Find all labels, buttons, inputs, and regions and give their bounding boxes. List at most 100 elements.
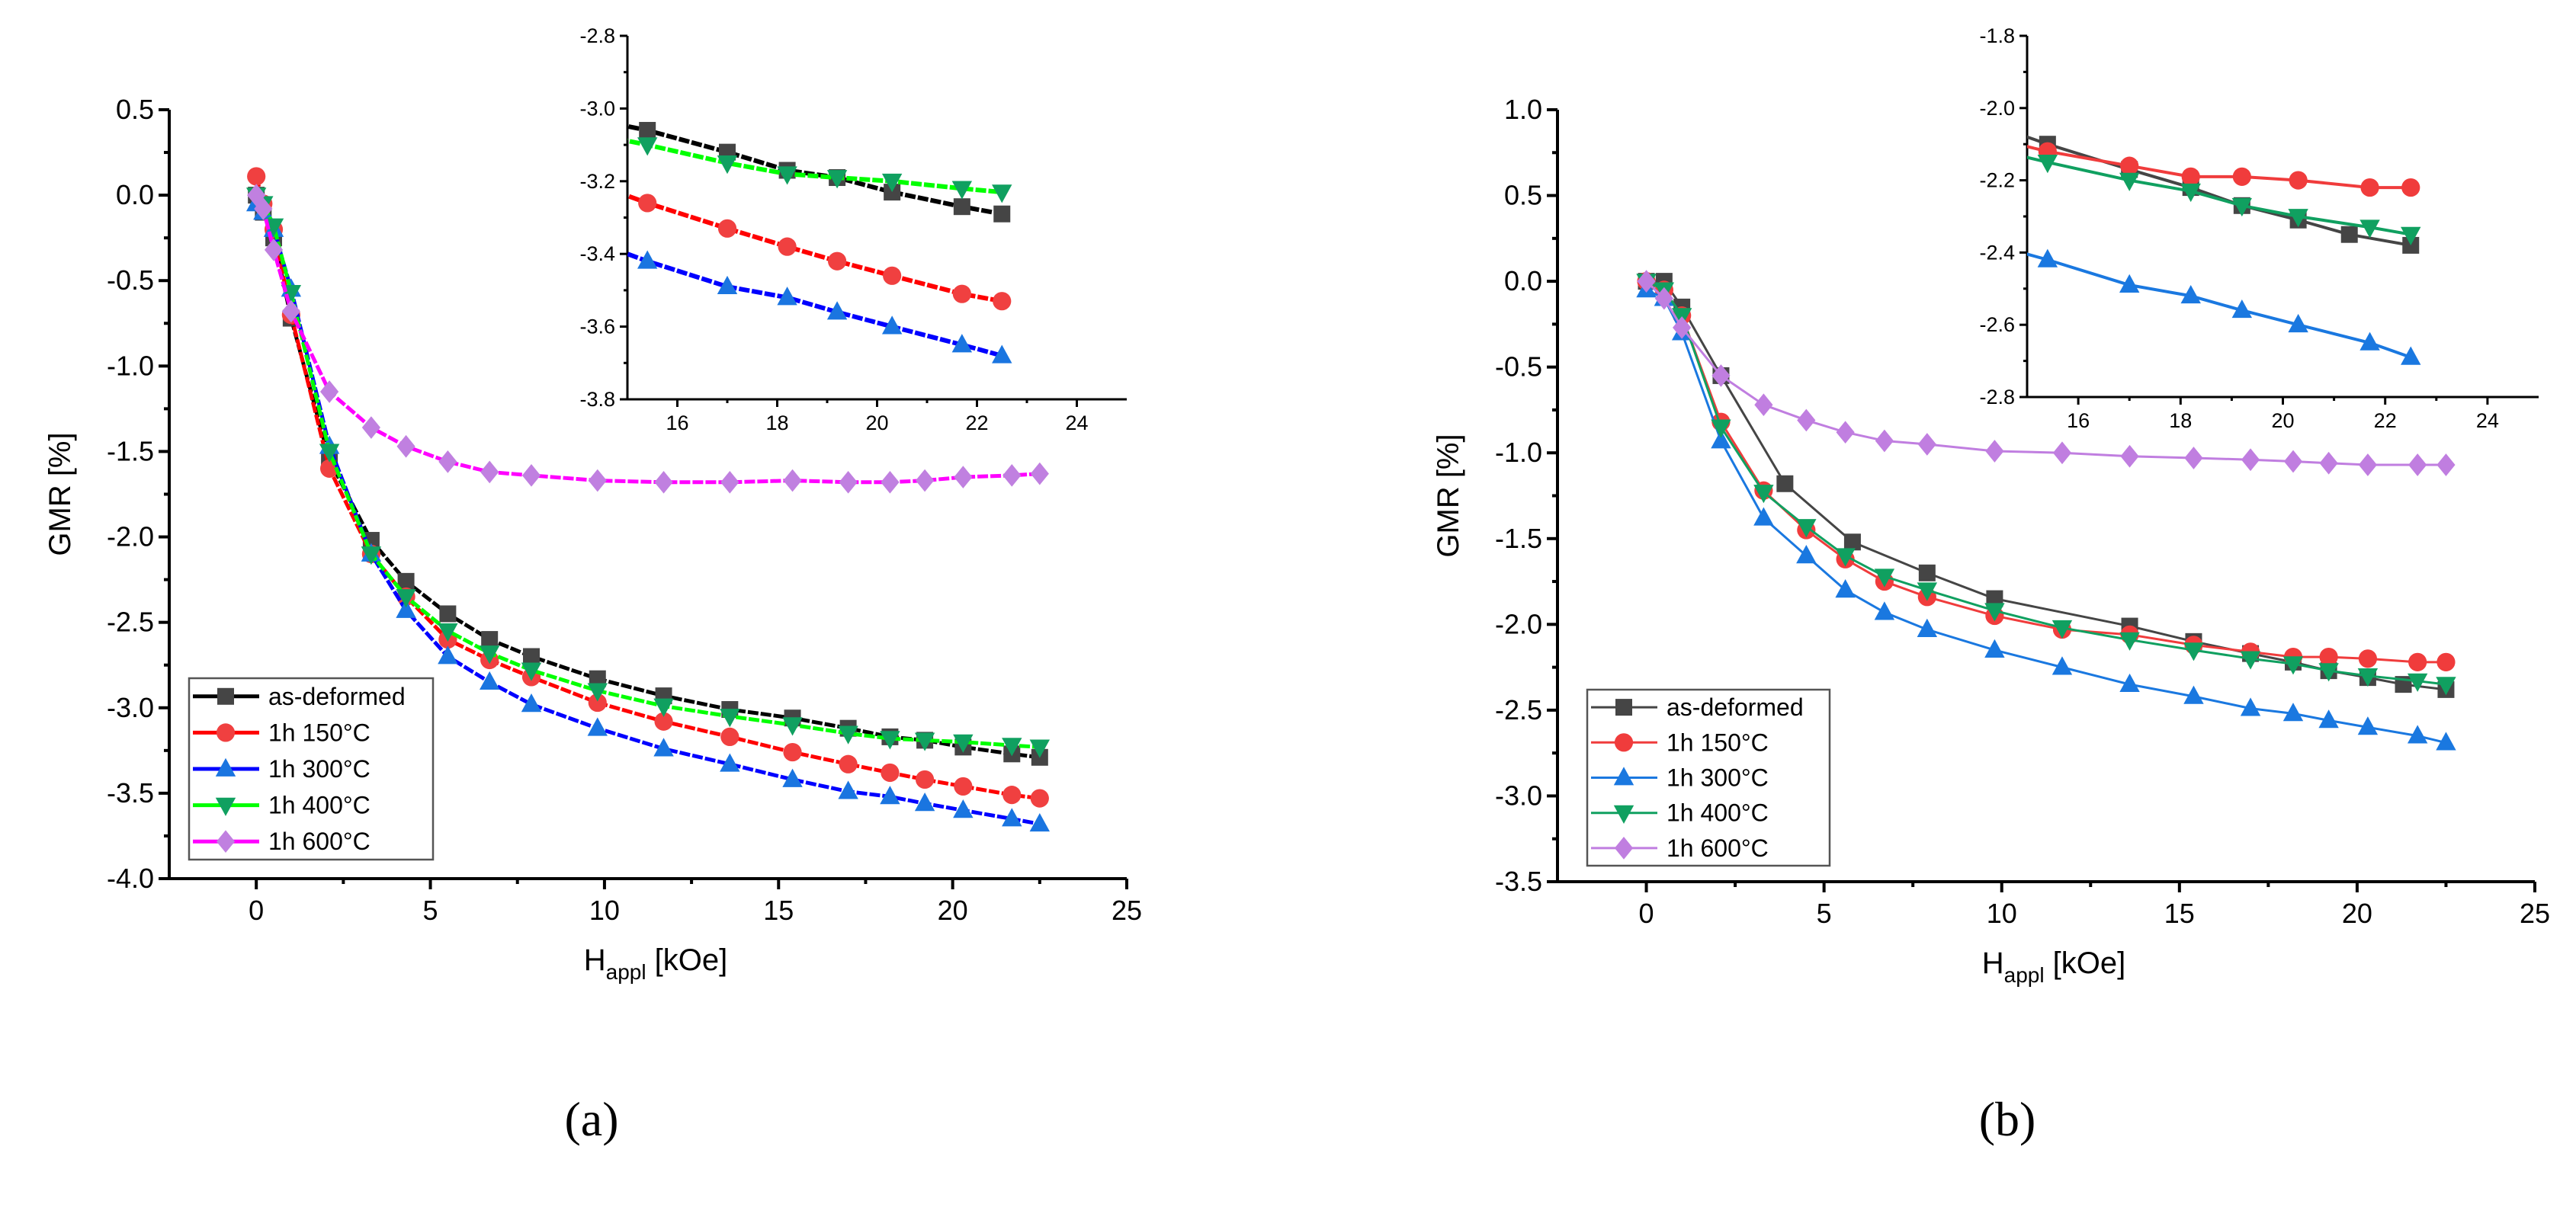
inset-y-tick-label: -2.0 — [1979, 97, 2015, 120]
legend-marker — [1613, 805, 1634, 824]
data-point — [2360, 178, 2379, 197]
data-point — [2052, 441, 2072, 465]
data-point — [2401, 226, 2421, 245]
series-1h-400-c — [547, 119, 1012, 203]
panel-label: (a) — [564, 1092, 618, 1146]
data-point — [914, 732, 935, 751]
data-point — [880, 731, 900, 750]
data-point — [1656, 0, 1673, 8]
legend-label: 1h 150°C — [1667, 729, 1769, 756]
data-point — [839, 754, 858, 773]
data-point — [1984, 639, 2005, 658]
data-point — [547, 119, 567, 137]
series-line — [255, 202, 1041, 826]
main-x-tick-label: 5 — [423, 895, 438, 926]
data-point — [2037, 248, 2058, 267]
chart-a: 0 5 10 15 20 25 0.5 0.0 -0.5 -1.0 -1.5 -2.0 -2.5 -3.0… — [43, 0, 1142, 1146]
data-point — [2119, 673, 2140, 693]
main-y-tick-label: 0.0 — [1504, 265, 1542, 296]
inset: 16 18 20 22 24 -1.8 -2.0 -2.2 -2.4 -2.6 -2.8 — [1536, 0, 2539, 432]
data-point — [2051, 656, 2073, 675]
data-point — [265, 0, 281, 8]
data-point — [1711, 419, 1731, 438]
data-point — [654, 712, 673, 731]
inset-y-tick-label: -2.8 — [579, 24, 615, 47]
series-line — [1645, 280, 2446, 664]
legend-label: 1h 150°C — [268, 719, 371, 746]
panel-label: (b) — [1979, 1092, 2036, 1146]
data-point — [951, 181, 973, 200]
data-point — [397, 572, 415, 590]
data-point — [720, 709, 740, 728]
data-point — [1986, 590, 2003, 607]
x-label-subscript: appl — [606, 960, 646, 984]
data-point — [1751, 72, 1771, 90]
inset-y-tick-label: -2.2 — [1979, 169, 2015, 192]
series-1h-400-c — [1751, 72, 2421, 245]
data-point — [2436, 732, 2456, 751]
data-point — [361, 416, 381, 439]
data-point — [549, 104, 566, 120]
data-point — [454, 75, 471, 91]
data-point — [2240, 651, 2261, 670]
data-point — [2119, 274, 2140, 293]
data-point — [2358, 453, 2377, 476]
data-point — [992, 344, 1012, 363]
legend-marker — [215, 757, 236, 777]
data-point — [589, 670, 606, 687]
data-point — [2288, 313, 2308, 333]
data-point — [254, 197, 273, 220]
data-point — [2408, 652, 2427, 671]
data-point — [2319, 451, 2338, 475]
series-1h-300-c — [453, 185, 1012, 363]
data-point — [319, 380, 339, 403]
data-point — [1917, 582, 1938, 601]
legend-marker — [1614, 837, 1634, 860]
data-point — [915, 770, 935, 789]
series-line — [254, 194, 1040, 485]
data-point — [638, 194, 657, 213]
legend: as-deformed 1h 150°C 1h 300°C 1h 400°C 1h 60… — [188, 677, 435, 861]
series-line — [2027, 135, 2411, 247]
data-point — [639, 122, 656, 139]
data-point — [2180, 284, 2201, 304]
data-point — [777, 287, 797, 306]
data-point — [479, 645, 500, 665]
data-point — [881, 763, 900, 783]
legend-item: 1h 300°C — [1591, 764, 1769, 792]
data-point — [2241, 448, 2260, 472]
y-axis-label: GMR [%] — [43, 432, 77, 556]
legend-label: as-deformed — [1667, 693, 1804, 721]
data-point — [453, 185, 473, 203]
x-axis-label: Happl [kOe] — [1982, 946, 2126, 987]
main-y-tick-label: -3.5 — [107, 777, 154, 809]
legend-item: 1h 600°C — [1591, 834, 1769, 862]
data-point — [883, 266, 902, 285]
main-y-tick-label: 1.0 — [1504, 94, 1542, 125]
main-x-tick-label: 10 — [589, 895, 620, 926]
data-point — [2288, 209, 2308, 228]
data-point — [1753, 46, 1769, 62]
data-point — [653, 738, 674, 757]
legend-item: as-deformed — [1591, 693, 1804, 721]
data-point — [438, 623, 458, 642]
data-point — [2289, 171, 2308, 190]
inset-y-tick-label: -2.6 — [1979, 313, 2015, 336]
x-label-unit: [kOe] — [2045, 946, 2126, 980]
data-point — [479, 671, 500, 690]
data-point — [588, 693, 607, 713]
data-point — [637, 250, 658, 269]
series-line — [1645, 280, 2446, 466]
data-point — [1030, 462, 1049, 485]
data-point — [1029, 739, 1051, 758]
data-point — [1917, 618, 1938, 637]
data-point — [720, 727, 739, 746]
inset-y-tick-label: -2.8 — [1979, 386, 2015, 408]
data-point — [2359, 331, 2380, 351]
data-point — [1875, 429, 1894, 453]
data-point — [2401, 346, 2421, 365]
legend-label: 1h 600°C — [268, 828, 371, 855]
data-point — [953, 198, 970, 216]
data-point — [1536, 25, 1556, 43]
data-point — [826, 301, 848, 320]
